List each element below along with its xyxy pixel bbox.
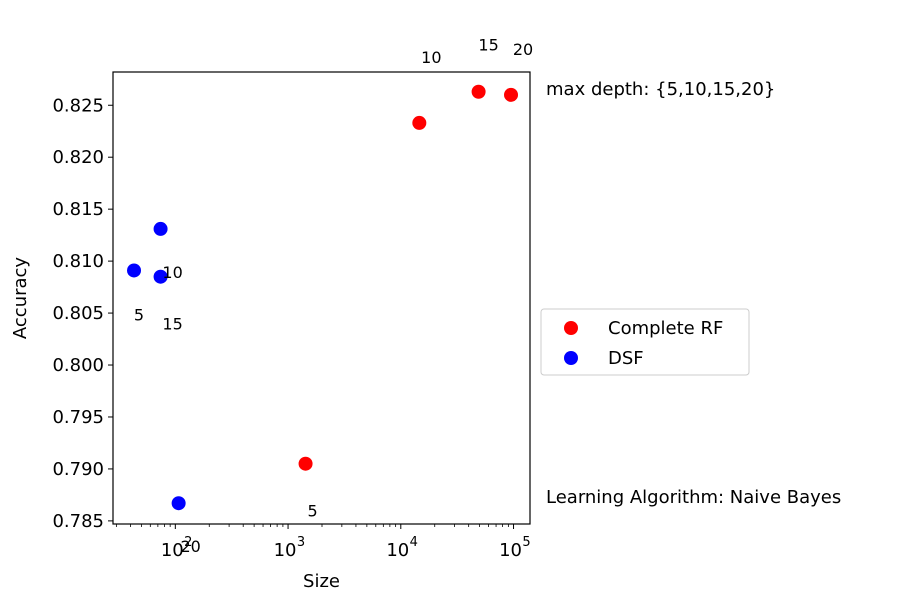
x-axis-label: Size: [303, 571, 340, 592]
legend-box: [540, 308, 750, 376]
data-point: [171, 496, 186, 511]
y-tick-label: 0.820: [52, 147, 104, 168]
y-tick-label: 0.805: [52, 303, 104, 324]
x-tick-label: 10 3: [274, 535, 306, 561]
x-tick-label: 10 2: [161, 535, 193, 561]
legend-label-complete-rf: Complete RF: [608, 318, 723, 339]
point-label: 10: [162, 263, 182, 282]
point-label: 20: [180, 537, 200, 556]
data-point: [153, 269, 168, 284]
data-point: [504, 87, 519, 102]
annotation-max-depth: max depth: {5,10,15,20}: [546, 79, 775, 100]
point-label: 10: [421, 48, 441, 67]
data-points: [127, 84, 519, 511]
x-tick-label: 10 4: [386, 535, 418, 561]
y-tick-label: 0.790: [52, 459, 104, 480]
x-tick-exponent: 5: [522, 535, 530, 550]
x-tick-base: 10: [499, 540, 522, 561]
y-tick-label: 0.815: [52, 199, 104, 220]
point-label: 15: [162, 315, 182, 334]
x-tick-base: 10: [386, 540, 409, 561]
data-point: [298, 456, 313, 471]
y-tick-label: 0.810: [52, 251, 104, 272]
point-label: 15: [478, 36, 498, 55]
point-labels: 5 10 15 20 5 10 15 20: [134, 36, 533, 556]
x-tick-exponent: 2: [184, 535, 192, 550]
x-tick-exponent: 3: [297, 535, 305, 550]
data-point: [471, 84, 486, 99]
y-tick-label: 0.785: [52, 511, 104, 532]
y-tick-label: 0.795: [52, 407, 104, 428]
x-tick-base: 10: [161, 540, 184, 561]
data-point: [153, 221, 168, 236]
plot-frame: [112, 71, 531, 525]
axes: 0.785 0.790 0.795 0.800 0.805 0.810 0.815 0.820…: [52, 95, 530, 561]
legend-marker-complete-rf: [564, 321, 578, 335]
legend: Complete RF DSF: [540, 308, 750, 376]
x-tick-label: 10 5: [499, 535, 531, 561]
point-label: 20: [513, 40, 533, 59]
legend-label-dsf: DSF: [608, 348, 644, 369]
y-tick-label: 0.800: [52, 355, 104, 376]
y-tick-label: 0.825: [52, 95, 104, 116]
annotation-learning-algorithm: Learning Algorithm: Naive Bayes: [546, 487, 841, 508]
data-point: [412, 115, 427, 130]
x-tick-exponent: 4: [410, 535, 418, 550]
y-axis-label: Accuracy: [10, 257, 31, 340]
data-point: [127, 263, 142, 278]
x-tick-base: 10: [274, 540, 297, 561]
legend-marker-dsf: [564, 351, 578, 365]
point-label: 5: [134, 305, 144, 324]
point-label: 5: [307, 502, 317, 521]
